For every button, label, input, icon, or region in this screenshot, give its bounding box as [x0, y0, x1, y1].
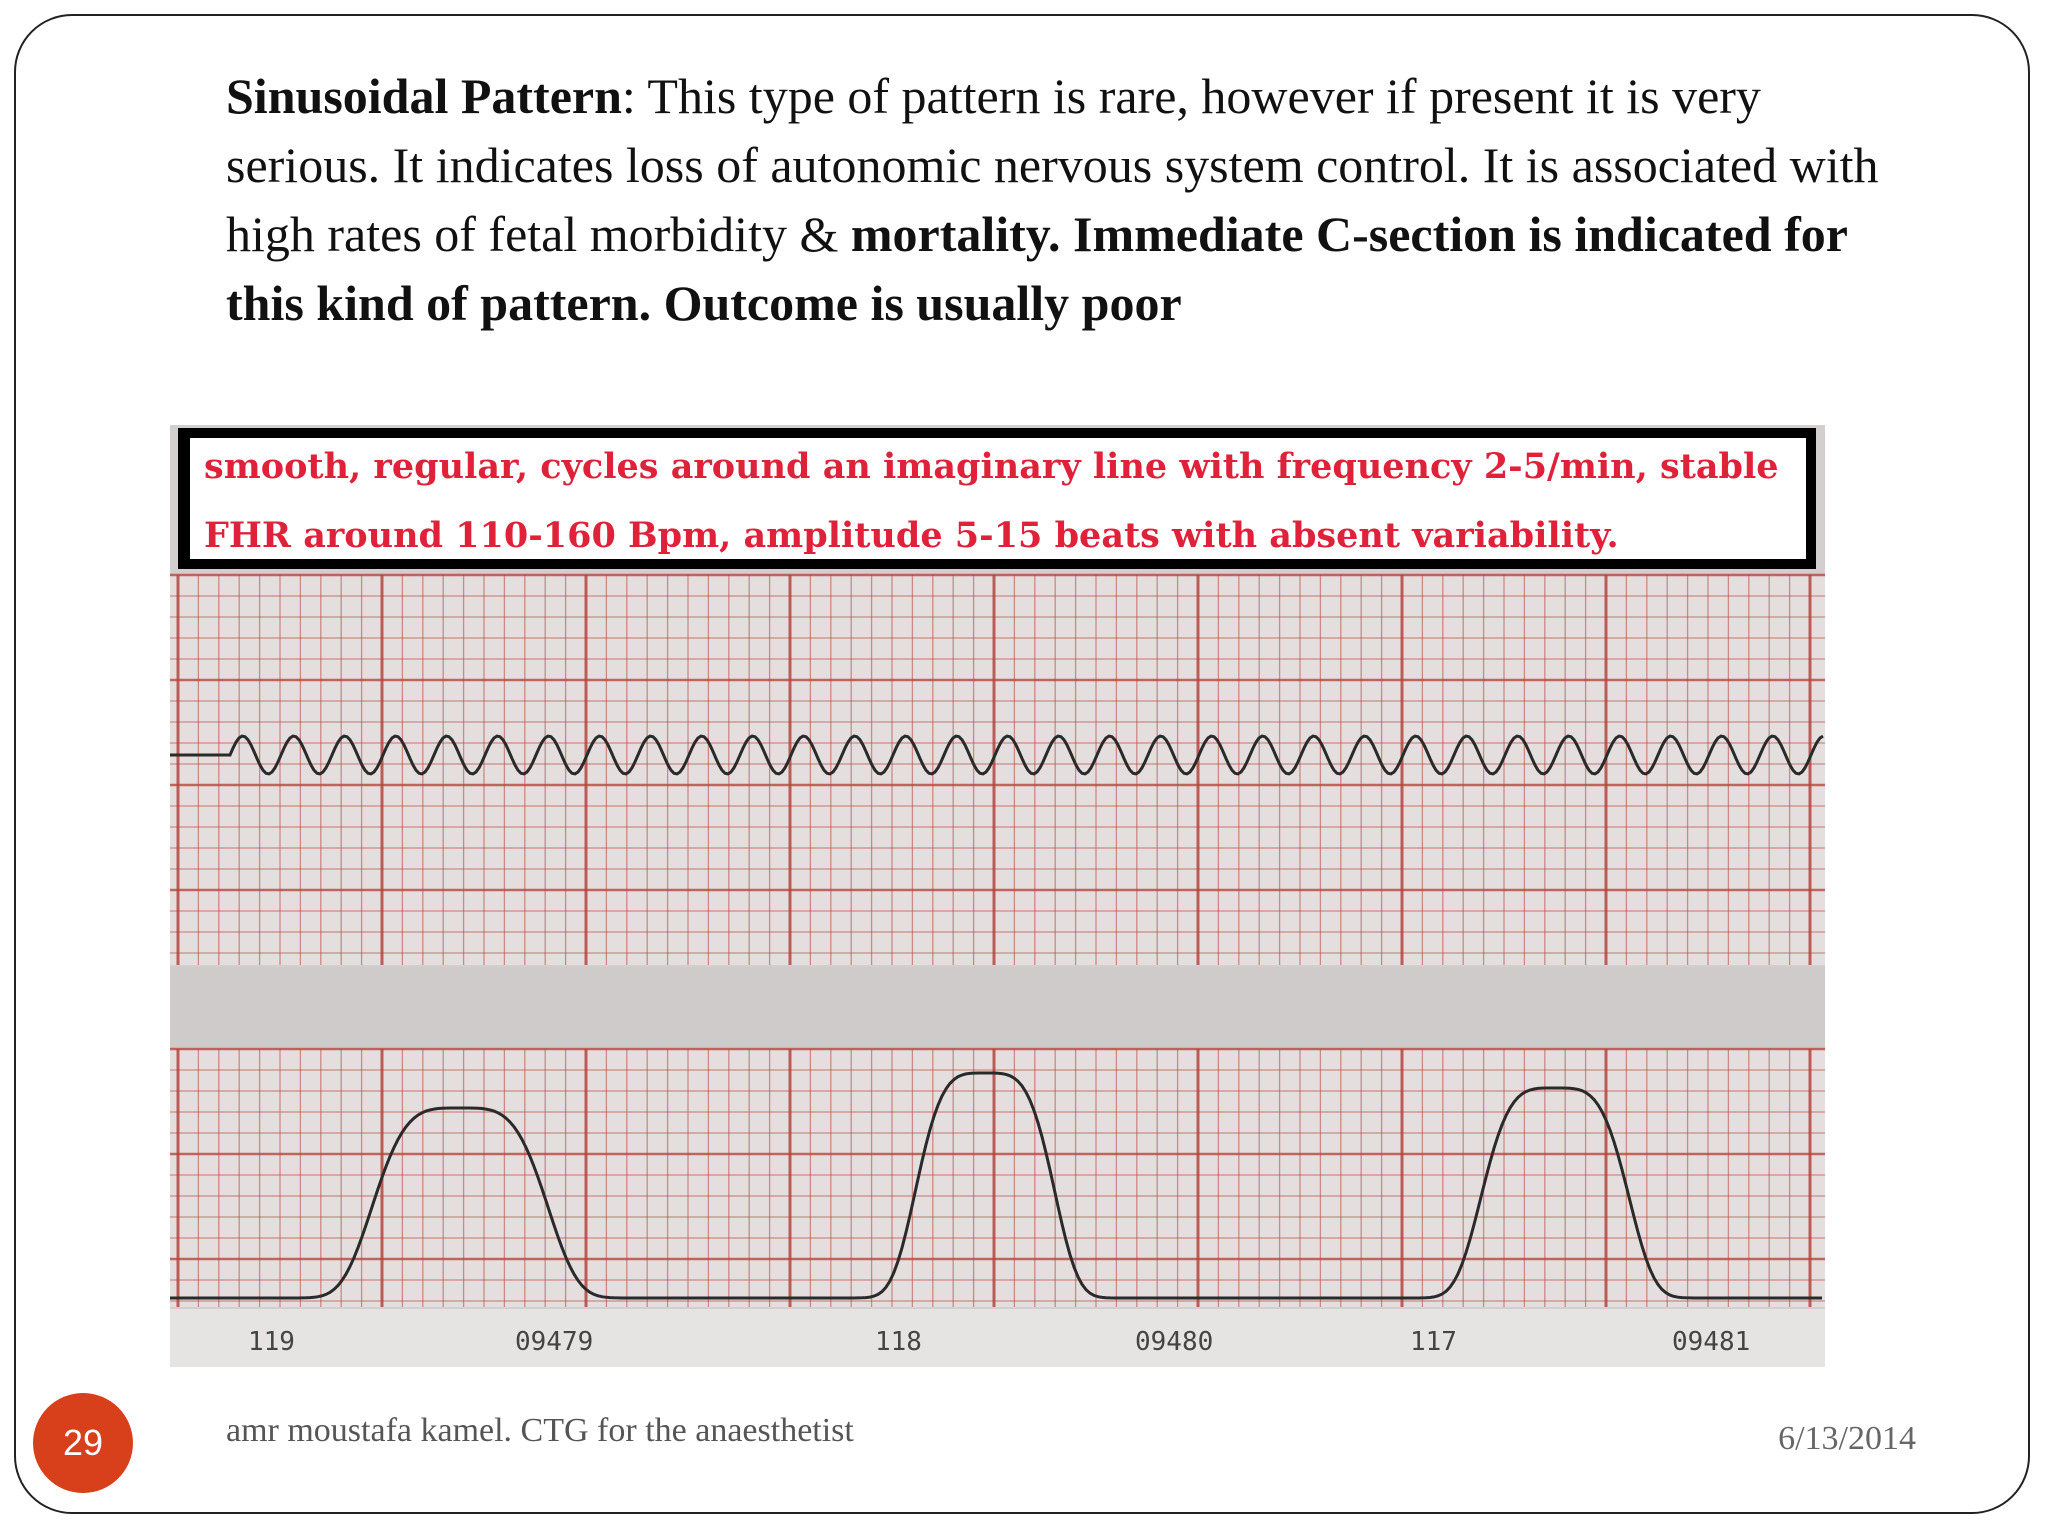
footer-author: amr moustafa kamel. CTG for the anaesthe… — [226, 1412, 854, 1449]
caption-line-1: smooth, regular, cycles around an imagin… — [204, 446, 1779, 487]
toco-panel — [170, 1049, 1825, 1307]
strip-label-1: 119 — [248, 1327, 295, 1357]
caption-line-2: FHR around 110-160 Bpm, amplitude 5-15 b… — [204, 515, 1619, 556]
footer-date: 6/13/2014 — [1778, 1420, 1916, 1457]
strip-label-4: 09480 — [1135, 1327, 1213, 1357]
strip-label-3: 118 — [875, 1327, 922, 1357]
body-regular-text: This type of pattern is rare, however if… — [226, 68, 1879, 262]
toco-trace — [170, 1071, 1822, 1300]
heading-colon: : — [621, 68, 636, 124]
body-bold-text: mortality. Immediate C-section is indica… — [226, 206, 1848, 331]
strip-label-5: 117 — [1410, 1327, 1457, 1357]
ctg-figure: 119 09479 118 09480 117 09481 smooth, re… — [170, 425, 1825, 1367]
heading-bold: Sinusoidal Pattern — [226, 68, 622, 124]
label-band — [170, 1309, 1825, 1367]
ctg-strip: 119 09479 118 09480 117 09481 — [170, 573, 1825, 1367]
fhr-trace — [170, 734, 1824, 776]
strip-label-2: 09479 — [515, 1327, 593, 1357]
ctg-caption-box: smooth, regular, cycles around an imagin… — [178, 428, 1816, 569]
panel-gap — [170, 967, 1825, 1047]
slide-number-badge: 29 — [33, 1393, 133, 1493]
fhr-panel — [170, 575, 1825, 965]
strip-label-6: 09481 — [1672, 1327, 1750, 1357]
slide-body-text: Sinusoidal Pattern: This type of pattern… — [226, 62, 1926, 338]
